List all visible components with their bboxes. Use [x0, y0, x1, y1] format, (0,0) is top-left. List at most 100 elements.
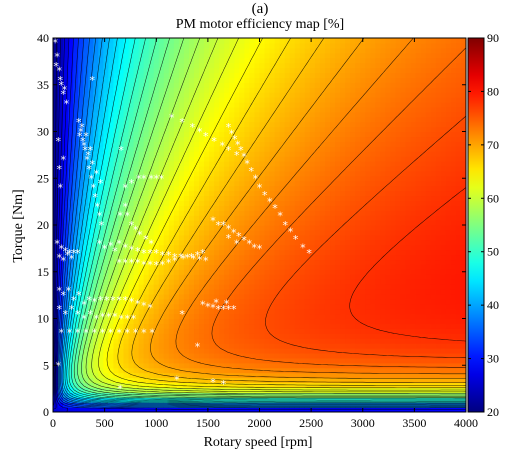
heatmap-cell	[108, 156, 115, 162]
heatmap-cell	[58, 284, 64, 290]
heatmap-cell	[254, 274, 261, 280]
heatmap-cell	[118, 195, 125, 201]
heatmap-cell	[78, 318, 84, 325]
heatmap-cell	[143, 352, 150, 359]
heatmap-cell	[204, 146, 210, 152]
heatmap-cell	[299, 229, 306, 236]
heatmap-cell	[279, 195, 286, 201]
heatmap-cell	[304, 367, 311, 374]
heatmap-cell	[143, 72, 150, 78]
heatmap-cell	[264, 225, 271, 231]
heatmap-cell	[219, 348, 225, 354]
heatmap-cell	[370, 205, 376, 211]
heatmap-cell	[199, 175, 205, 182]
heatmap-cell	[143, 254, 150, 261]
heatmap-cell	[274, 274, 281, 280]
heatmap-cell	[123, 229, 130, 236]
heatmap-cell	[108, 264, 115, 270]
heatmap-cell	[199, 284, 205, 290]
heatmap-cell	[360, 67, 366, 74]
heatmap-cell	[93, 298, 99, 305]
heatmap-cell	[113, 377, 120, 384]
heatmap-cell	[83, 293, 89, 300]
heatmap-cell	[365, 308, 371, 315]
heatmap-cell	[78, 97, 84, 103]
heatmap-cell	[204, 333, 210, 339]
heatmap-cell	[183, 225, 190, 231]
heatmap-cell	[365, 106, 371, 113]
heatmap-cell	[53, 318, 59, 325]
heatmap-cell	[254, 244, 261, 251]
heatmap-cell	[153, 136, 160, 142]
heatmap-cell	[264, 284, 271, 290]
heatmap-cell	[324, 318, 331, 325]
heatmap-cell	[294, 234, 301, 241]
heatmap-cell	[168, 397, 175, 403]
heatmap-cell	[259, 298, 266, 305]
heatmap-cell	[78, 161, 84, 167]
heatmap-cell	[163, 97, 170, 103]
heatmap-cell	[294, 126, 301, 133]
heatmap-cell	[274, 220, 281, 226]
heatmap-cell	[148, 106, 155, 113]
heatmap-cell	[88, 126, 94, 133]
heatmap-cell	[229, 382, 235, 388]
heatmap-cell	[345, 190, 351, 197]
heatmap-cell	[108, 175, 115, 182]
heatmap-cell	[239, 47, 245, 54]
heatmap-cell	[360, 220, 366, 226]
heatmap-cell	[370, 323, 376, 329]
heatmap-cell	[178, 205, 185, 211]
heatmap-cell	[294, 47, 301, 54]
heatmap-cell	[355, 101, 361, 108]
heatmap-cell	[355, 72, 361, 78]
heatmap-cell	[284, 200, 291, 206]
heatmap-cell	[214, 185, 220, 192]
heatmap-cell	[304, 185, 311, 192]
heatmap-cell	[229, 111, 235, 118]
heatmap-cell	[219, 288, 225, 295]
heatmap-cell	[133, 234, 140, 241]
heatmap-cell	[58, 97, 64, 103]
heatmap-cell	[350, 229, 356, 236]
heatmap-cell	[330, 372, 336, 379]
heatmap-cell	[183, 77, 190, 83]
heatmap-cell	[244, 190, 251, 197]
heatmap-cell	[284, 323, 291, 329]
heatmap-cell	[234, 293, 240, 300]
heatmap-cell	[214, 67, 220, 74]
heatmap-cell	[304, 303, 311, 310]
heatmap-cell	[259, 62, 266, 69]
heatmap-cell	[128, 259, 135, 265]
heatmap-cell	[93, 259, 99, 265]
heatmap-cell	[178, 215, 185, 221]
heatmap-cell	[274, 352, 281, 359]
heatmap-cell	[214, 288, 220, 295]
heatmap-cell	[375, 259, 381, 265]
heatmap-cell	[204, 180, 210, 187]
heatmap-cell	[229, 57, 235, 64]
heatmap-cell	[188, 47, 195, 54]
heatmap-cell	[269, 318, 276, 325]
heatmap-cell	[214, 298, 220, 305]
heatmap-cell	[183, 229, 190, 236]
heatmap-cell	[249, 239, 256, 246]
heatmap-cell	[219, 52, 225, 59]
heatmap-cell	[108, 52, 115, 59]
heatmap-cell	[58, 352, 64, 359]
heatmap-cell	[188, 146, 195, 152]
heatmap-cell	[153, 220, 160, 226]
heatmap-cell	[370, 279, 376, 285]
heatmap-cell	[319, 298, 326, 305]
heatmap-cell	[153, 62, 160, 69]
heatmap-cell	[194, 77, 200, 83]
heatmap-cell	[294, 67, 301, 74]
heatmap-cell	[279, 82, 286, 88]
heatmap-cell	[380, 161, 387, 167]
heatmap-cell	[330, 225, 336, 231]
heatmap-cell	[299, 254, 306, 261]
heatmap-cell	[133, 362, 140, 369]
heatmap-cell	[199, 131, 205, 138]
heatmap-cell	[158, 87, 165, 93]
heatmap-cell	[335, 175, 341, 182]
